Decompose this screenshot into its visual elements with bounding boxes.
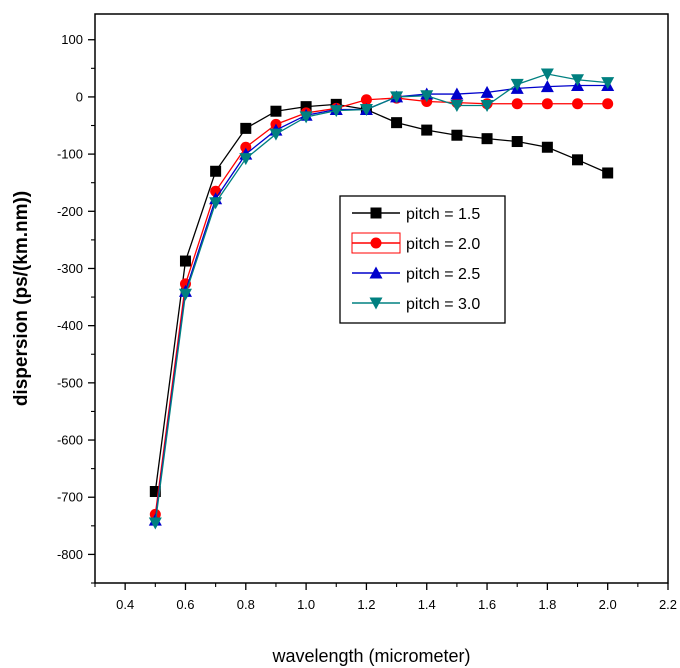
legend-label: pitch = 2.5: [406, 266, 480, 283]
data-point: [480, 99, 494, 112]
x-tick-label: 1.8: [538, 597, 556, 612]
y-tick-label: 0: [76, 89, 83, 104]
y-tick-label: -700: [57, 490, 83, 505]
plot-border: [94, 13, 669, 584]
data-point: [420, 90, 434, 103]
data-point: [240, 122, 252, 134]
data-point: [421, 124, 433, 136]
data-point: [391, 117, 403, 129]
data-point: [572, 154, 584, 166]
x-axis-title: wavelength (micrometer): [271, 646, 470, 666]
data-point: [540, 80, 554, 93]
data-point: [390, 91, 404, 104]
series-line: [154, 73, 608, 524]
data-point: [602, 167, 614, 179]
y-tick-label: -200: [57, 204, 83, 219]
series-4: [148, 68, 615, 530]
x-tick-label: 1.0: [297, 597, 315, 612]
legend-item: pitch = 2.0: [351, 232, 480, 254]
legend-marker: [369, 297, 383, 310]
y-tick-label: -600: [57, 433, 83, 448]
data-point: [601, 77, 615, 90]
x-axis-ticks: 0.4 0.6 0.8 1.0 1.2 1.4 1.6 1.8 2.0 2.2: [94, 583, 677, 612]
data-point: [299, 111, 313, 124]
data-point: [571, 74, 585, 87]
legend-marker: [369, 266, 383, 279]
data-point: [148, 517, 162, 530]
y-tick-label: -100: [57, 147, 83, 162]
y-tick-label: -500: [57, 375, 83, 390]
data-point: [178, 288, 192, 301]
data-point: [450, 87, 464, 100]
data-point: [481, 133, 493, 145]
data-point: [511, 136, 523, 148]
data-point: [510, 78, 524, 91]
data-point: [511, 98, 523, 110]
x-tick-label: 1.4: [418, 597, 436, 612]
data-point: [541, 98, 553, 110]
y-tick-label: -300: [57, 261, 83, 276]
legend-label: pitch = 2.0: [406, 236, 480, 253]
data-point: [179, 255, 191, 267]
data-point: [239, 153, 253, 166]
legend-label: pitch = 1.5: [406, 206, 480, 223]
legend-marker: [370, 237, 382, 249]
legend-marker: [370, 207, 382, 219]
x-tick-label: 1.2: [357, 597, 375, 612]
y-tick-label: 100: [61, 32, 83, 47]
data-point: [480, 85, 494, 98]
x-tick-label: 2.0: [599, 597, 617, 612]
x-tick-label: 0.4: [116, 597, 134, 612]
legend-item: pitch = 1.5: [352, 206, 480, 223]
series-layer: [148, 68, 615, 530]
data-point: [329, 105, 343, 118]
data-point: [300, 101, 312, 113]
x-tick-label: 0.6: [176, 597, 194, 612]
legend-item: pitch = 3.0: [352, 296, 480, 313]
data-point: [149, 486, 161, 498]
series-line: [154, 103, 608, 492]
x-tick-label: 2.2: [659, 597, 677, 612]
data-point: [541, 141, 553, 153]
y-axis-title: dispersion (ps/(km.nm)): [11, 191, 32, 406]
data-point: [572, 98, 584, 110]
legend: pitch = 1.5 pitch = 2.0 pitch = 2.5 pitch =…: [339, 195, 506, 324]
data-point: [240, 141, 252, 153]
x-tick-label: 0.8: [237, 597, 255, 612]
x-tick-label: 1.6: [478, 597, 496, 612]
legend-item: pitch = 2.5: [352, 266, 480, 283]
y-tick-label: -400: [57, 318, 83, 333]
data-point: [210, 165, 222, 177]
y-tick-label: -800: [57, 547, 83, 562]
legend-box: [339, 195, 506, 324]
data-point: [209, 197, 223, 210]
data-point: [450, 99, 464, 112]
data-point: [602, 98, 614, 110]
plot-frame: [94, 13, 669, 584]
data-point: [359, 104, 373, 117]
series-line: [154, 97, 608, 515]
data-point: [540, 68, 554, 81]
legend-label: pitch = 3.0: [406, 296, 480, 313]
data-point: [451, 129, 463, 141]
data-point: [270, 105, 282, 117]
y-axis-ticks: 100 0 -100 -200 -300 -400 -500 -600 -700 -800: [57, 32, 95, 584]
data-point: [269, 128, 283, 141]
data-point: [360, 94, 372, 106]
